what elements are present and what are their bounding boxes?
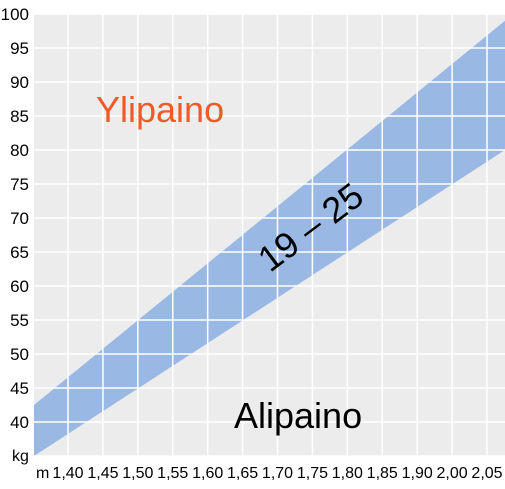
y-tick-label: 40: [10, 413, 29, 432]
y-tick-label: 80: [10, 141, 29, 160]
normal-weight-band: [34, 20, 505, 457]
x-tick-label: 2,00: [437, 465, 468, 482]
underweight-label: Alipaino: [234, 395, 362, 436]
y-tick-label: 100: [1, 5, 29, 24]
grid-lines: [34, 13, 505, 457]
x-tick-label: 2,05: [471, 465, 502, 482]
y-tick-label: 50: [10, 345, 29, 364]
x-tick-labels: 1,40 1,45 1,50 1,55 1,60 1,65 1,70 1,75 1,80 1,85…: [52, 465, 502, 482]
x-tick-label: 1,75: [297, 465, 328, 482]
x-tick-label: 1,40: [52, 465, 83, 482]
x-tick-label: 1,80: [332, 465, 363, 482]
y-tick-label: 95: [10, 39, 29, 58]
y-unit-label: kg: [12, 448, 29, 465]
y-tick-labels: 40 45 50 55 60 65 70 75 80 85 90 95 100: [1, 5, 29, 432]
y-tick-label: 65: [10, 243, 29, 262]
x-tick-label: 1,45: [87, 465, 118, 482]
y-tick-label: 90: [10, 73, 29, 92]
x-tick-label: 1,60: [192, 465, 223, 482]
y-tick-label: 55: [10, 311, 29, 330]
y-tick-label: 85: [10, 107, 29, 126]
y-tick-label: 45: [10, 379, 29, 398]
overweight-label: Ylipaino: [96, 89, 224, 130]
x-tick-label: 1,55: [157, 465, 188, 482]
y-tick-label: 70: [10, 209, 29, 228]
x-tick-label: 1,70: [262, 465, 293, 482]
x-tick-label: 1,90: [402, 465, 433, 482]
y-tick-label: 75: [10, 175, 29, 194]
x-tick-label: 1,50: [122, 465, 153, 482]
x-tick-label: 1,85: [367, 465, 398, 482]
y-tick-label: 60: [10, 277, 29, 296]
x-unit-label: m: [36, 465, 49, 482]
x-tick-label: 1,65: [227, 465, 258, 482]
